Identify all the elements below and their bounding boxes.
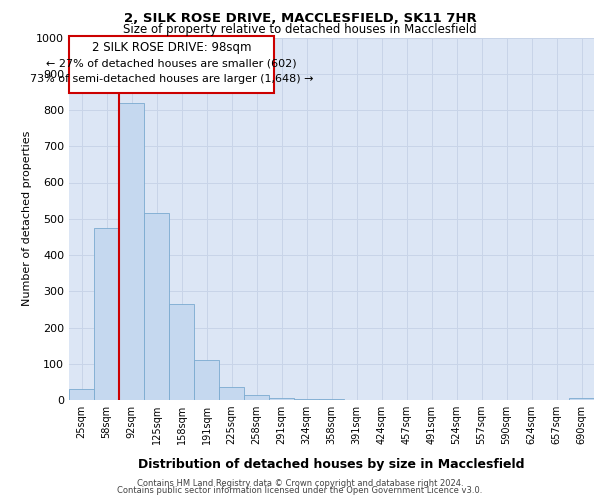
Y-axis label: Number of detached properties: Number of detached properties — [22, 131, 32, 306]
Bar — [244, 394, 269, 400]
Text: 2 SILK ROSE DRIVE: 98sqm: 2 SILK ROSE DRIVE: 98sqm — [92, 41, 251, 54]
Bar — [69, 389, 94, 400]
Bar — [69, 36, 274, 92]
Bar — [569, 398, 594, 400]
Bar — [294, 399, 319, 400]
Bar — [169, 304, 194, 400]
Bar — [144, 214, 169, 400]
Text: Size of property relative to detached houses in Macclesfield: Size of property relative to detached ho… — [123, 22, 477, 36]
Bar — [194, 360, 219, 400]
Bar — [119, 103, 144, 400]
Text: ← 27% of detached houses are smaller (602): ← 27% of detached houses are smaller (60… — [46, 58, 297, 68]
Bar — [219, 388, 244, 400]
Text: 73% of semi-detached houses are larger (1,648) →: 73% of semi-detached houses are larger (… — [30, 74, 313, 84]
Text: Contains public sector information licensed under the Open Government Licence v3: Contains public sector information licen… — [118, 486, 482, 495]
Bar — [269, 398, 294, 400]
Bar — [94, 228, 119, 400]
X-axis label: Distribution of detached houses by size in Macclesfield: Distribution of detached houses by size … — [138, 458, 525, 471]
Text: Contains HM Land Registry data © Crown copyright and database right 2024.: Contains HM Land Registry data © Crown c… — [137, 478, 463, 488]
Text: 2, SILK ROSE DRIVE, MACCLESFIELD, SK11 7HR: 2, SILK ROSE DRIVE, MACCLESFIELD, SK11 7… — [124, 12, 476, 26]
